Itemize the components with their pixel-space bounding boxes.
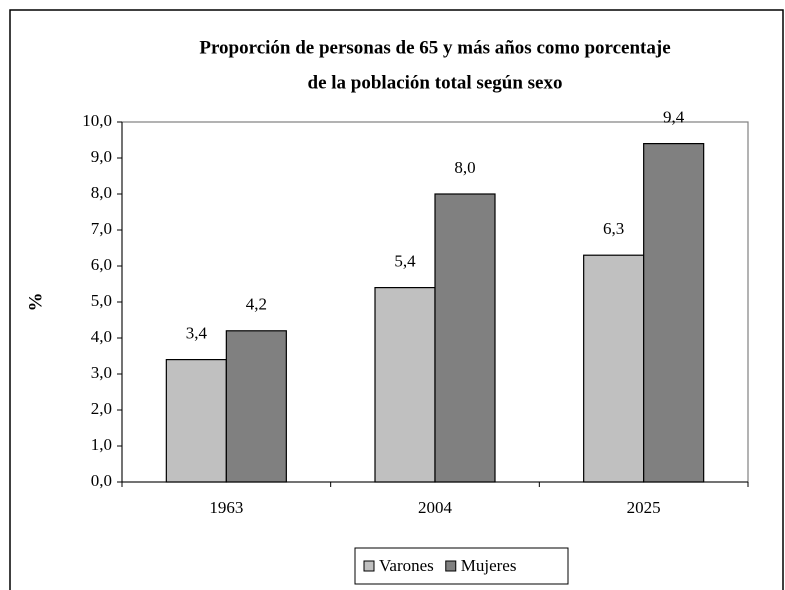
bar	[165, 359, 227, 483]
value-label: 8,0	[454, 158, 475, 177]
x-tick-label: 2004	[418, 498, 453, 517]
legend-swatch	[445, 560, 457, 572]
y-tick-label: 3,0	[91, 363, 112, 382]
chart-title: de la población total según sexo	[308, 72, 563, 93]
bar	[583, 254, 645, 483]
value-label: 3,4	[186, 324, 208, 343]
legend-label: Mujeres	[461, 556, 517, 575]
value-label: 6,3	[603, 219, 624, 238]
x-tick-label: 1963	[209, 498, 243, 517]
legend-box	[354, 547, 569, 585]
x-tick-label: 2025	[627, 498, 661, 517]
chart-frame	[9, 9, 784, 590]
y-tick-label: 8,0	[91, 183, 112, 202]
bar	[643, 143, 705, 483]
legend-label: Varones	[379, 556, 434, 575]
y-tick-label: 4,0	[91, 327, 112, 346]
bar	[374, 287, 436, 483]
y-axis-label: %	[25, 293, 46, 312]
value-label: 9,4	[663, 108, 685, 127]
value-label: 4,2	[246, 295, 267, 314]
y-tick-label: 9,0	[91, 147, 112, 166]
chart-title: Proporción de personas de 65 y más años …	[199, 37, 670, 58]
legend-swatch	[363, 560, 375, 572]
y-tick-label: 7,0	[91, 219, 112, 238]
y-tick-label: 10,0	[82, 111, 112, 130]
y-tick-label: 0,0	[91, 471, 112, 490]
y-tick-label: 1,0	[91, 435, 112, 454]
y-tick-label: 6,0	[91, 255, 112, 274]
value-label: 5,4	[394, 252, 416, 271]
bar	[225, 330, 287, 483]
y-tick-label: 2,0	[91, 399, 112, 418]
y-tick-label: 5,0	[91, 291, 112, 310]
bar	[434, 193, 496, 483]
